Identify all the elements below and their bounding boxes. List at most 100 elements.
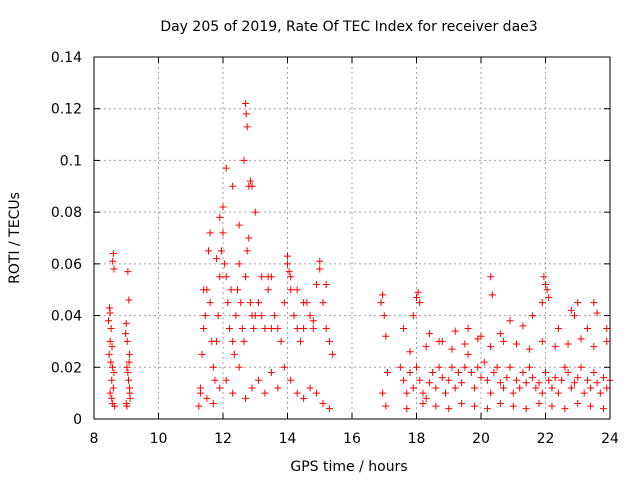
data-point (461, 340, 469, 348)
data-point (222, 164, 230, 172)
data-point (587, 384, 595, 392)
data-point (122, 319, 130, 327)
data-point (329, 350, 337, 358)
x-tick-label: 10 (150, 431, 168, 447)
data-point (435, 363, 443, 371)
data-point (571, 379, 579, 387)
data-point (558, 376, 566, 384)
data-point (287, 273, 295, 281)
data-point (285, 268, 293, 276)
data-point (125, 358, 133, 366)
data-point (258, 312, 266, 320)
data-point (442, 389, 450, 397)
data-point (519, 322, 527, 330)
data-point (535, 379, 543, 387)
data-point (571, 312, 579, 320)
data-point (322, 325, 330, 332)
data-point (242, 100, 250, 108)
data-point (246, 299, 254, 307)
data-point (284, 252, 291, 260)
data-point (448, 363, 456, 371)
data-point (413, 363, 420, 371)
data-point (422, 394, 430, 402)
data-point (529, 374, 537, 382)
data-point (409, 312, 417, 320)
data-point (216, 384, 224, 392)
y-tick-label: 0.08 (51, 205, 82, 221)
data-point (483, 376, 491, 384)
data-point (123, 363, 131, 371)
data-point (529, 312, 537, 320)
data-point (229, 337, 237, 345)
data-point (267, 368, 275, 376)
data-point (532, 384, 540, 392)
y-tick-label: 0.02 (51, 360, 82, 376)
data-point (577, 335, 585, 343)
data-point (280, 363, 288, 371)
data-point (219, 229, 227, 237)
data-point (109, 250, 117, 258)
data-point (246, 177, 254, 185)
x-tick-label: 24 (601, 431, 619, 447)
data-point (583, 376, 591, 384)
data-point (109, 384, 117, 392)
data-point (108, 363, 116, 371)
data-point (382, 332, 390, 340)
data-point (379, 389, 387, 397)
data-point (240, 337, 248, 345)
data-point (296, 337, 304, 345)
data-point (222, 376, 230, 384)
data-point (487, 343, 495, 351)
data-point (554, 389, 562, 397)
data-point (251, 312, 259, 320)
data-point (438, 374, 446, 382)
data-point (216, 213, 224, 221)
data-point (574, 374, 582, 382)
data-point (567, 384, 575, 392)
data-point (221, 260, 229, 268)
data-point (542, 368, 549, 376)
data-point (125, 376, 133, 384)
data-point (461, 363, 469, 371)
data-point (250, 325, 258, 332)
data-point (382, 402, 390, 410)
data-point (284, 260, 291, 268)
data-point (204, 247, 212, 255)
data-point (108, 376, 116, 384)
data-point (445, 376, 453, 384)
x-tick-label: 16 (343, 431, 361, 447)
data-point (603, 325, 611, 332)
data-point (590, 368, 598, 376)
data-point (261, 389, 269, 397)
data-point (416, 299, 424, 307)
data-point (448, 345, 456, 353)
data-point (432, 402, 440, 410)
data-point (574, 299, 582, 307)
data-point (454, 368, 462, 376)
data-point (458, 379, 466, 387)
data-point (126, 389, 134, 397)
data-point (480, 358, 488, 366)
data-point (222, 273, 230, 281)
data-point (196, 389, 204, 397)
data-point (203, 394, 211, 402)
data-point (232, 312, 240, 320)
data-point (548, 384, 556, 392)
x-axis-label: GPS time / hours (290, 459, 407, 475)
data-point (125, 350, 133, 358)
data-point (219, 203, 227, 211)
data-point (600, 405, 608, 413)
data-point (561, 405, 569, 413)
y-tick-label: 0.06 (51, 257, 82, 273)
data-point (242, 110, 250, 118)
data-point (225, 325, 233, 332)
data-point (422, 343, 430, 351)
data-point (237, 299, 245, 307)
data-point (230, 350, 238, 358)
data-point (548, 402, 556, 410)
data-point (406, 368, 414, 376)
data-point (243, 247, 251, 255)
data-point (316, 257, 324, 265)
data-point (406, 348, 414, 356)
data-point (413, 293, 420, 301)
